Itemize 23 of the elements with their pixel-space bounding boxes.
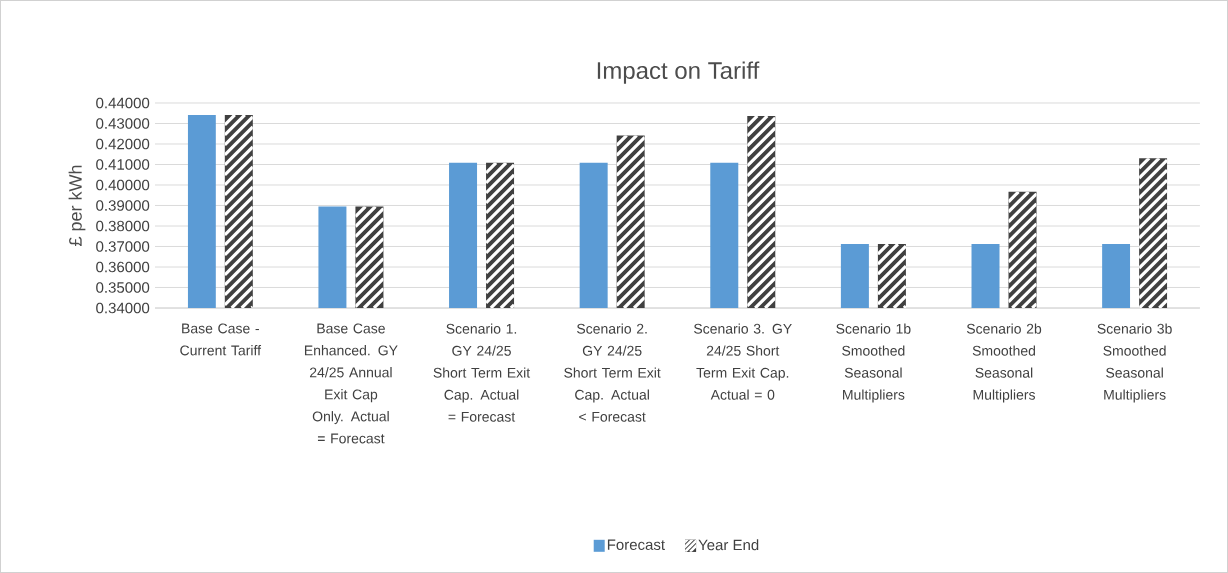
x-tick-label: Base Case - Current Tariff: [180, 323, 262, 356]
x-tick-label: Scenario 1b Smoothed Seasonal Multipliers: [836, 323, 911, 403]
y-tick-label: 0.43000: [96, 118, 150, 129]
y-tick-label: 0.44000: [96, 97, 150, 109]
x-tick-label: Scenario 2. GY 24/25 Short Term Exit Cap. Actual < Forecast: [564, 323, 661, 422]
y-tick-label: 0.35000: [96, 282, 150, 293]
x-tick-label: Scenario 3. GY 24/25 Short Term Exit Cap. Actual = 0: [694, 323, 792, 400]
y-tick-label: 0.41000: [96, 159, 150, 170]
y-tick-label: 0.38000: [96, 220, 150, 232]
x-tick-label: Scenario 3b Smoothed Seasonal Multipliers: [1097, 323, 1172, 403]
x-tick-label: Scenario 2b Smoothed Seasonal Multipliers: [966, 323, 1042, 403]
y-tick-label: 0.36000: [96, 261, 150, 273]
legend-label: Forecast: [607, 539, 665, 550]
x-tick-label: Base Case Enhanced. GY 24/25 Annual Exit Cap Only. Actual = Forecast: [304, 323, 398, 444]
y-tick-label: 0.42000: [96, 138, 150, 150]
y-tick-label: 0.37000: [96, 241, 150, 252]
y-tick-label: 0.40000: [96, 179, 150, 191]
legend-label: Year End: [698, 539, 759, 551]
y-axis-title: £ per kWh: [68, 165, 86, 246]
x-tick-label: Scenario 1. GY 24/25 Short Term Exit Cap. Actual = Forecast: [433, 323, 531, 422]
y-tick-label: 0.34000: [96, 302, 150, 314]
chart-title: Impact on Tariff: [597, 61, 760, 84]
y-tick-label: 0.39000: [96, 200, 150, 211]
